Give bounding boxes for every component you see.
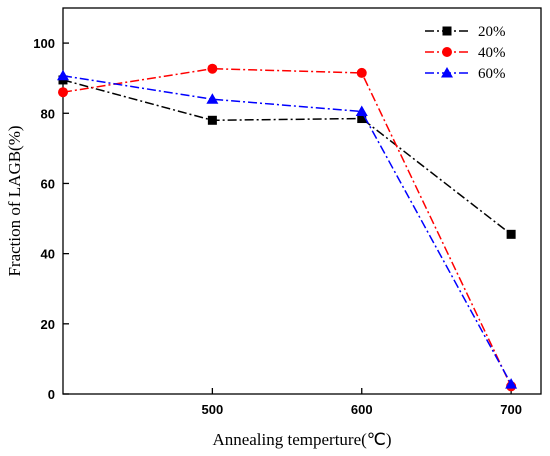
data-point [57, 69, 69, 81]
y-axis: 0 20 40 60 80 100 [33, 36, 69, 402]
y-tick-label: 0 [48, 387, 55, 402]
x-tick-label: 700 [500, 402, 522, 417]
legend-label: 20% [478, 24, 506, 40]
data-point [506, 229, 516, 239]
y-tick-label: 60 [41, 176, 55, 191]
data-point [207, 115, 217, 125]
series-0 [58, 75, 516, 239]
legend-label: 60% [478, 66, 506, 82]
x-tick-label: 600 [351, 402, 373, 417]
data-point [58, 87, 68, 98]
data-point [355, 105, 368, 117]
y-tick-label: 100 [33, 36, 55, 51]
series-line [62, 67, 512, 387]
y-tick-label: 20 [41, 317, 55, 332]
data-point [206, 93, 219, 104]
series-line [62, 79, 512, 235]
legend-marker [442, 26, 452, 36]
y-axis-label: Fraction of LAGB(%) [5, 125, 24, 276]
legend-marker [441, 67, 453, 78]
series-1 [58, 63, 517, 392]
x-axis-label: Annealing temperture(℃) [212, 430, 391, 449]
data-point [357, 114, 367, 124]
series-2 [57, 69, 518, 389]
plot-frame [62, 7, 542, 395]
legend-label: 40% [478, 45, 506, 61]
data-point [356, 67, 367, 78]
legend-marker [442, 47, 452, 57]
x-tick-label: 500 [202, 402, 224, 417]
series-layer [57, 63, 518, 392]
legend: 20% 40% 60% [425, 24, 506, 82]
y-tick-label: 40 [41, 247, 55, 262]
x-axis: 500 600 700 [202, 388, 522, 417]
y-tick-label: 80 [41, 106, 55, 121]
data-point [207, 63, 218, 74]
series-line [62, 74, 512, 385]
data-point [505, 378, 518, 389]
